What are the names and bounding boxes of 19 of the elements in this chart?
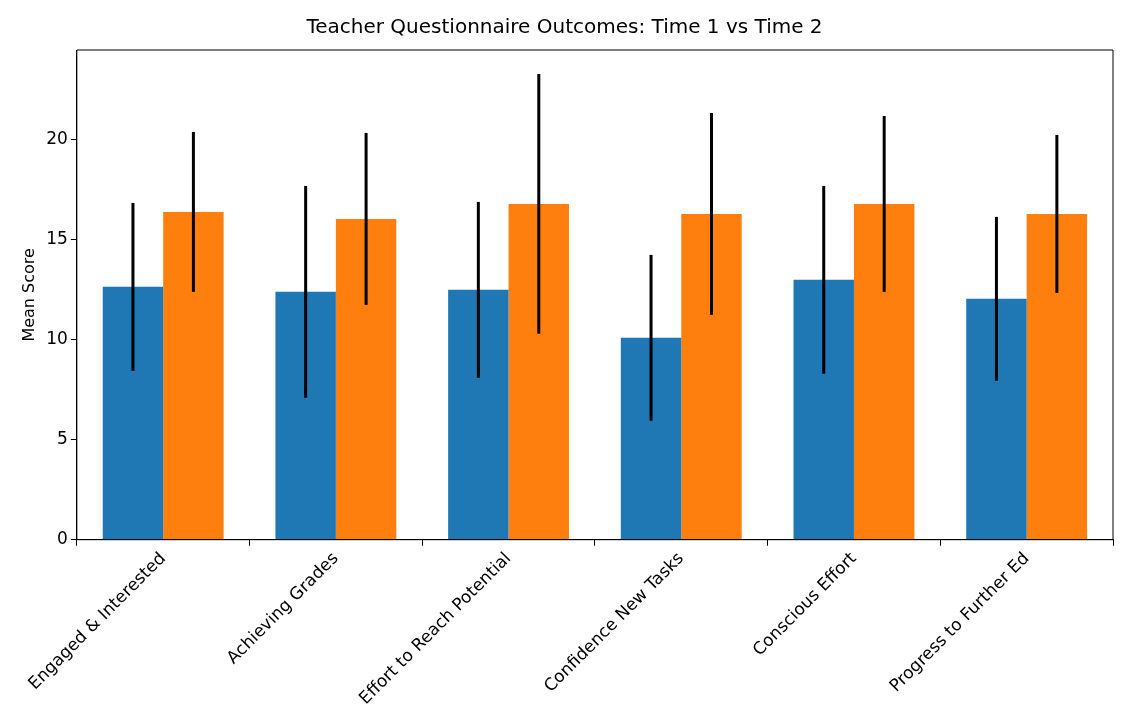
bar [102, 286, 164, 540]
y-tick-label: 5 [57, 428, 68, 449]
bar [448, 289, 509, 540]
bar [853, 203, 915, 540]
y-tick-label: 15 [46, 228, 68, 249]
bar [966, 298, 1027, 540]
bar [681, 213, 742, 540]
bar [508, 203, 570, 540]
y-tick-label: 0 [57, 528, 68, 549]
chart-title: Teacher Questionnaire Outcomes: Time 1 vs Time 2 [305, 14, 823, 39]
y-tick-label: 20 [46, 128, 68, 149]
bar [620, 337, 682, 540]
bar [275, 291, 336, 540]
bar [335, 218, 397, 540]
y-tick-label: 10 [46, 328, 68, 349]
bar [163, 211, 224, 540]
bar [1026, 213, 1088, 540]
y-axis-title: Mean Score [18, 248, 38, 342]
bar [793, 279, 854, 540]
